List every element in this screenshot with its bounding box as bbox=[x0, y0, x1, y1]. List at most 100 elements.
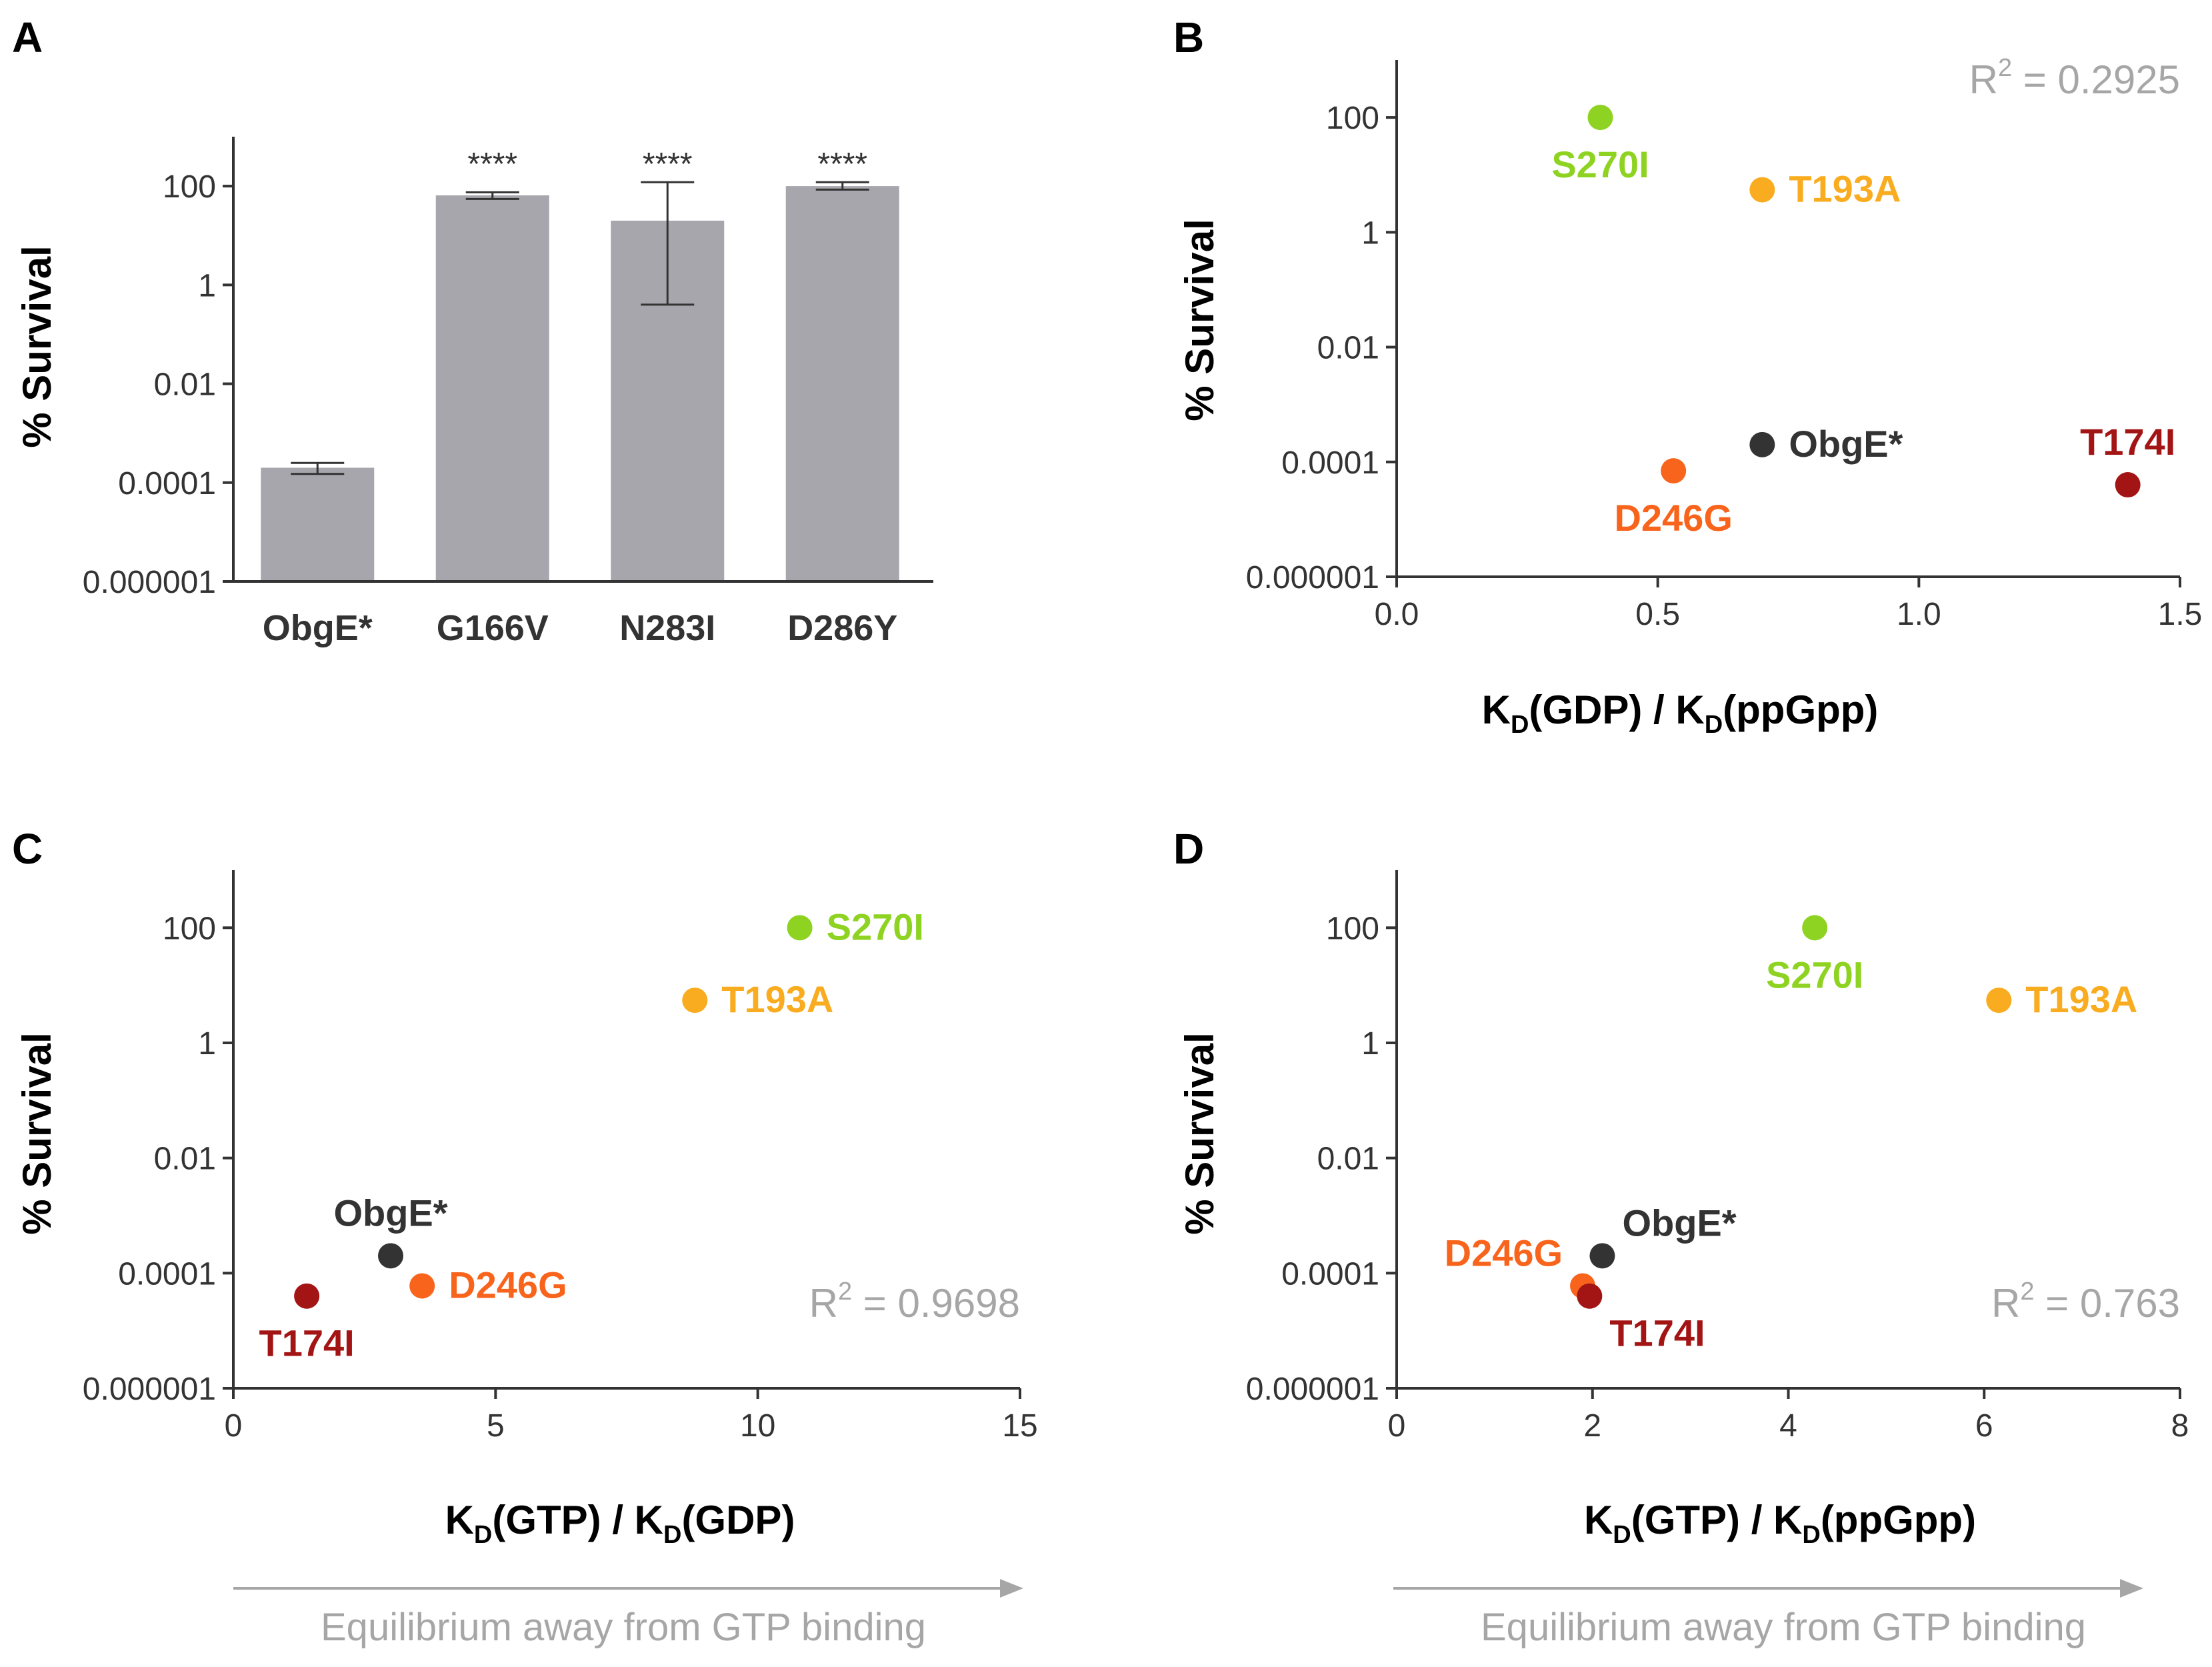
panel-d-x-tick-label: 4 bbox=[1779, 1408, 1797, 1444]
panel-c-y-tick-label: 100 bbox=[163, 911, 216, 946]
panel-c-y-tick-label: 0.000001 bbox=[83, 1372, 216, 1407]
point-label-t174i: T174I bbox=[1609, 1312, 1705, 1354]
point-t174i bbox=[1577, 1283, 1603, 1309]
significance-label: **** bbox=[467, 147, 517, 182]
panel-d-x-tick-label: 0 bbox=[1388, 1408, 1406, 1444]
point-label-obge: ObgE* bbox=[1622, 1202, 1736, 1244]
panel-b-ylabel: % Survival bbox=[1177, 219, 1222, 421]
point-t193a bbox=[1749, 177, 1775, 203]
point-label-t174i: T174I bbox=[2080, 421, 2175, 463]
panel-c-x-axis: 0 5 10 15 bbox=[225, 1387, 1038, 1444]
panel-c-x-tick-label: 10 bbox=[740, 1408, 775, 1444]
panel-c-y-tick-label: 1 bbox=[198, 1026, 216, 1062]
panel-a-ylabel: % Survival bbox=[15, 245, 59, 448]
panel-c-x-tick-label: 0 bbox=[225, 1408, 243, 1444]
panel-d-y-tick-label: 0.000001 bbox=[1246, 1372, 1379, 1407]
panel-b-y-tick-label: 0.01 bbox=[1317, 331, 1379, 366]
point-label-t193a: T193A bbox=[2025, 978, 2137, 1020]
panel-a-y-tick-label: 0.01 bbox=[154, 367, 216, 403]
panel-b-xlabel: KD(GDP) / KD(ppGpp) bbox=[1482, 687, 1879, 739]
panel-c-x-tick-label: 15 bbox=[1002, 1408, 1037, 1444]
point-t174i bbox=[294, 1283, 320, 1309]
x-tick-label: G166V bbox=[437, 608, 549, 648]
bar bbox=[785, 186, 899, 582]
point-d246g bbox=[409, 1273, 435, 1299]
panel-b-points: S270I T193A ObgE* D246G T174I bbox=[1551, 105, 2175, 539]
point-label-t193a: T193A bbox=[1789, 168, 1901, 210]
point-obge bbox=[1749, 431, 1775, 457]
panel-b-x-tick-label: 1.0 bbox=[1897, 597, 1941, 632]
panel-d-y-tick-label: 0.0001 bbox=[1281, 1256, 1379, 1292]
panel-c-xlabel: KD(GTP) / KD(GDP) bbox=[445, 1498, 795, 1549]
point-label-t174i: T174I bbox=[259, 1322, 355, 1364]
point-t193a bbox=[682, 988, 708, 1014]
panel-d-y-tick-label: 100 bbox=[1326, 911, 1379, 946]
panel-a-y-tick-label: 0.000001 bbox=[83, 565, 216, 600]
panel-a-x-axis: ObgE* G166V N283I D286Y bbox=[233, 580, 933, 648]
point-label-s270i: S270I bbox=[1766, 954, 1863, 996]
panel-d-arrow-head bbox=[2120, 1579, 2143, 1598]
panel-c-ylabel: % Survival bbox=[15, 1032, 59, 1235]
panel-b-y-tick-label: 0.000001 bbox=[1246, 560, 1379, 595]
panel-a-y-tick-label: 100 bbox=[163, 169, 216, 205]
panel-d-x-tick-label: 2 bbox=[1583, 1408, 1601, 1444]
panel-a-label: A bbox=[12, 13, 43, 61]
point-s270i bbox=[1802, 915, 1828, 941]
panel-d-arrow-label: Equilibrium away from GTP binding bbox=[1481, 1606, 2086, 1649]
point-d246g bbox=[1661, 458, 1687, 484]
panel-b-x-tick-label: 0.0 bbox=[1375, 597, 1419, 632]
panel-d-y-axis: 100 1 0.01 0.0001 0.000001 bbox=[1246, 870, 1398, 1407]
point-t174i bbox=[2115, 472, 2141, 498]
point-s270i bbox=[787, 915, 813, 941]
point-label-obge: ObgE* bbox=[333, 1192, 447, 1234]
panel-b-r2: R2 = 0.2925 bbox=[1969, 54, 2180, 102]
panel-c-y-tick-label: 0.01 bbox=[154, 1142, 216, 1177]
panel-b-label: B bbox=[1173, 13, 1204, 61]
x-tick-label: ObgE* bbox=[263, 608, 373, 648]
panel-d-label: D bbox=[1173, 825, 1204, 873]
panel-a-y-tick-label: 1 bbox=[198, 268, 216, 303]
significance-label: **** bbox=[643, 147, 693, 182]
panel-c-arrow-head bbox=[1000, 1579, 1023, 1598]
panel-d-x-tick-label: 6 bbox=[1975, 1408, 1993, 1444]
point-label-s270i: S270I bbox=[827, 906, 924, 948]
panel-b-y-tick-label: 0.0001 bbox=[1281, 445, 1379, 481]
x-tick-label: D286Y bbox=[787, 608, 897, 648]
panel-c-y-tick-label: 0.0001 bbox=[118, 1256, 216, 1292]
panel-d-points: S270I T193A ObgE* D246G T174I bbox=[1445, 915, 2137, 1354]
panel-d-r2: R2 = 0.763 bbox=[1991, 1278, 2180, 1326]
panel-b-x-tick-label: 0.5 bbox=[1635, 597, 1680, 632]
panel-b-y-tick-label: 1 bbox=[1361, 215, 1379, 251]
point-s270i bbox=[1587, 105, 1613, 131]
panel-b-x-axis: 0.0 0.5 1.0 1.5 bbox=[1375, 575, 2203, 632]
point-label-d246g: D246G bbox=[1614, 497, 1732, 539]
panel-c-arrow-label: Equilibrium away from GTP binding bbox=[321, 1606, 926, 1649]
point-label-d246g: D246G bbox=[1445, 1232, 1563, 1274]
panel-a-bars: **** **** **** bbox=[261, 147, 899, 582]
panel-d-x-tick-label: 8 bbox=[2171, 1408, 2189, 1444]
panel-c-r2: R2 = 0.9698 bbox=[809, 1278, 1020, 1326]
panel-d-y-tick-label: 0.01 bbox=[1317, 1142, 1379, 1177]
point-label-t193a: T193A bbox=[721, 978, 833, 1020]
panel-b-scatter: B 100 1 0.01 0.0001 0.000001 0.0 0.5 1.0 1.5 S2… bbox=[1173, 13, 2202, 739]
panel-d-xlabel: KD(GTP) / KD(ppGpp) bbox=[1584, 1498, 1976, 1549]
panel-b-x-tick-label: 1.5 bbox=[2158, 597, 2203, 632]
point-obge bbox=[1589, 1243, 1615, 1269]
panel-c-scatter: C 100 1 0.01 0.0001 0.000001 0 5 10 15 S270I T19… bbox=[12, 825, 1038, 1649]
significance-label: **** bbox=[817, 147, 867, 182]
panel-c-y-axis: 100 1 0.01 0.0001 0.000001 bbox=[83, 870, 235, 1407]
panel-a-bar-chart: A 100 1 0.01 0.0001 0.000001 **** **** **** Ob… bbox=[12, 13, 933, 648]
point-label-d246g: D246G bbox=[449, 1264, 567, 1306]
panel-b-y-tick-label: 100 bbox=[1326, 101, 1379, 136]
panel-d-y-tick-label: 1 bbox=[1361, 1026, 1379, 1062]
panel-c-points: S270I T193A ObgE*D246G T174I bbox=[259, 906, 924, 1364]
point-label-s270i: S270I bbox=[1551, 143, 1649, 185]
panel-d-x-axis: 0 2 4 6 8 bbox=[1388, 1387, 2189, 1444]
panel-d-ylabel: % Survival bbox=[1177, 1032, 1222, 1235]
panel-d-scatter: D 100 1 0.01 0.0001 0.000001 0 2 4 6 8 S270I T193… bbox=[1173, 825, 2189, 1649]
point-t193a bbox=[1986, 988, 2012, 1014]
panel-a-y-tick-label: 0.0001 bbox=[118, 466, 216, 501]
bar bbox=[261, 467, 375, 581]
point-label-obge: ObgE* bbox=[1789, 423, 1903, 465]
